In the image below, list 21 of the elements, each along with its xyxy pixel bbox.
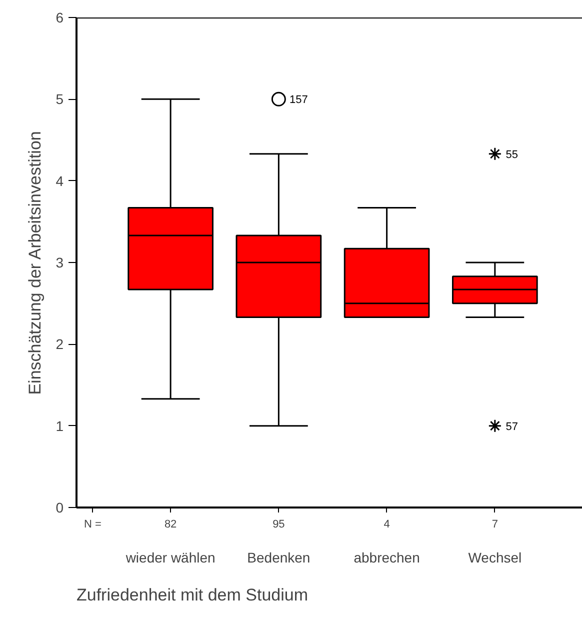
- annotation: 55: [506, 148, 518, 161]
- annotation: 95: [272, 518, 285, 530]
- x-tick-label: wieder wählen: [124, 550, 216, 566]
- text: N =: [84, 518, 102, 530]
- y-axis-title: Einschätzung der Arbeitsinvestition: [26, 131, 45, 395]
- y-tick-label: 3: [56, 254, 64, 270]
- annotation: 157: [289, 94, 308, 106]
- annotation: 57: [506, 420, 518, 433]
- y-tick-label: 2: [56, 336, 64, 352]
- annotation: 7: [492, 518, 498, 530]
- y-tick-label: 1: [56, 418, 64, 434]
- y-tick-label: 4: [56, 172, 64, 189]
- annotation: 4: [384, 518, 390, 530]
- x-tick-label: Wechsel: [468, 550, 522, 566]
- x-tick-label: abbrechen: [354, 550, 420, 566]
- x-axis-title: Zufriedenheit mit dem Studium: [76, 586, 308, 604]
- y-tick-label: 6: [56, 10, 64, 26]
- x-tick-label: Bedenken: [247, 550, 310, 566]
- y-tick-label: 5: [56, 91, 64, 108]
- annotation: 82: [164, 518, 177, 530]
- y-tick-label: 0: [56, 500, 64, 516]
